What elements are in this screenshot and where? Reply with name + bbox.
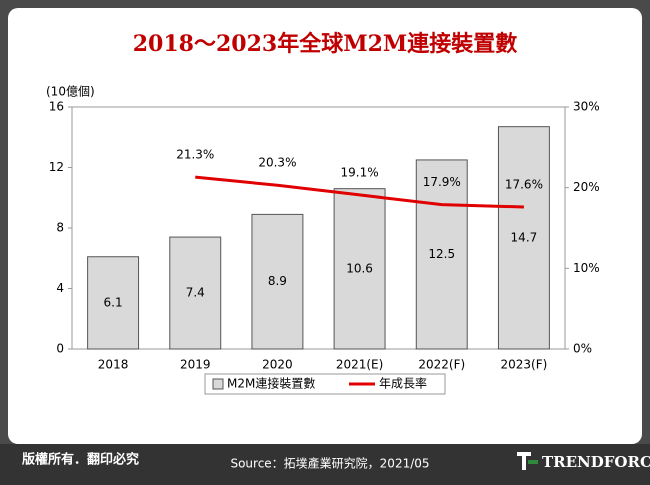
bar-value-label: 8.9 [268, 274, 287, 288]
bar-value-label: 6.1 [104, 295, 123, 309]
y-axis-label: (10億個) [46, 85, 95, 99]
chart-title: 2018～2023年全球M2M連接裝置數 [133, 31, 517, 57]
x-tick-label: 2023(F) [501, 358, 548, 372]
logo-bar [522, 456, 526, 470]
y2-tick-label: 30% [573, 100, 600, 114]
plot: 0 4 8 12 16 0% 10% 20% 30% 2018 2019 2020 2021(E) 202… [49, 100, 600, 395]
panel [8, 8, 642, 444]
logo-bar [517, 452, 531, 456]
x-tick-label: 2022(F) [418, 358, 465, 372]
line-value-label: 21.3% [176, 148, 214, 162]
logo-bar [528, 460, 538, 464]
logo [517, 452, 538, 470]
bar [169, 236, 222, 350]
footer-bar [0, 444, 650, 485]
bar-value-label: 14.7 [511, 230, 538, 244]
brand: TRENDFORCE [542, 453, 650, 471]
x-tick-label: 2019 [180, 358, 211, 372]
legend-label: M2M連接裝置數 [227, 376, 315, 391]
legend-frame [204, 373, 446, 395]
x-tick-label: 2021(E) [336, 358, 383, 372]
bar [333, 188, 386, 350]
y-tick-label: 0 [56, 342, 64, 356]
x-tick-label: 2018 [98, 358, 129, 372]
bar [497, 126, 550, 350]
line-value-label: 17.9% [423, 175, 461, 189]
line-value-label: 19.1% [341, 165, 379, 179]
line-value-label: 17.6% [505, 178, 543, 192]
y-tick-label: 8 [56, 221, 64, 235]
y-tick-label: 12 [49, 160, 64, 174]
y-tick-label: 16 [49, 100, 64, 114]
bar-value-label: 10.6 [346, 261, 373, 275]
y2-tick-label: 10% [573, 261, 600, 275]
source: Source：拓墣產業研究院，2021/05 [230, 456, 429, 471]
legend-label: 年成長率 [379, 376, 427, 391]
x-tick-label: 2020 [262, 358, 293, 372]
bar-value-label: 12.5 [428, 247, 455, 261]
bar-value-label: 7.4 [186, 286, 205, 300]
line-value-label: 20.3% [258, 156, 296, 170]
legend-swatch [212, 378, 224, 390]
line [195, 175, 524, 209]
y-tick-label: 4 [56, 281, 64, 295]
copyright: 版權所有．翻印必究 [22, 452, 139, 468]
bar [415, 159, 468, 350]
bar [87, 256, 140, 350]
y2-tick-label: 20% [573, 180, 600, 194]
y2-tick-label: 0% [573, 342, 592, 356]
bar [251, 213, 304, 350]
